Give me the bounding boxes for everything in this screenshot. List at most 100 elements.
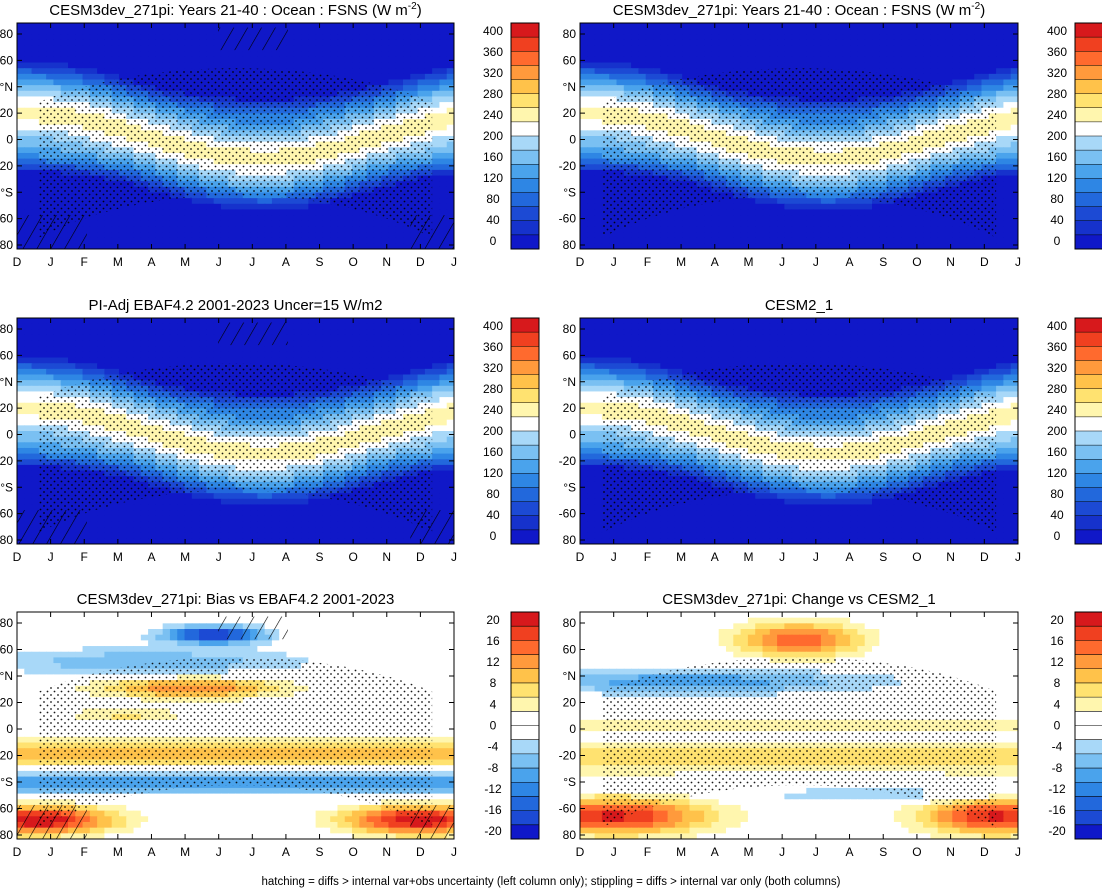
heatmap-cell [381,73,390,81]
heatmap-cell [271,209,280,216]
heatmap-cell [799,45,807,52]
heatmap-cell [1003,79,1012,86]
heatmap-cell [271,215,280,222]
heatmap-cell [893,56,902,64]
heatmap-cell [410,28,419,35]
heatmap-cell [155,243,164,249]
heatmap-cell [740,220,749,227]
heatmap-cell [373,28,382,35]
heatmap-cell [945,215,953,222]
heatmap-cell [24,169,33,177]
heatmap-cell [111,237,120,244]
heatmap-cell [747,23,756,30]
heatmap-cell [601,90,610,98]
heatmap-cell [322,232,331,239]
heatmap-cell [711,232,720,239]
heatmap-cell [279,198,288,205]
heatmap-cell [1003,226,1012,233]
heatmap-cell [587,73,596,81]
heatmap-cell [308,232,317,239]
heatmap-cell [966,68,975,75]
heatmap-cell [791,220,800,227]
heatmap-cell [696,45,705,52]
heatmap-cell [199,62,207,69]
heatmap-cell [118,34,127,41]
heatmap-cell [118,215,127,222]
heatmap-cell [169,203,178,211]
heatmap-cell [373,56,382,64]
heatmap-cell [996,198,1004,205]
heatmap-cell [126,220,135,227]
heatmap-cell [674,34,683,41]
heatmap-cell [352,220,360,227]
heatmap-cell [337,232,346,239]
heatmap-cell [747,203,756,211]
heatmap-cell [395,45,404,52]
heatmap-cell [140,237,149,244]
heatmap-cell [38,79,47,86]
heatmap-cell [580,34,588,41]
heatmap-cell [580,119,588,126]
colorbar-label: 240 [483,108,503,122]
heatmap-cell [373,79,382,86]
heatmap-cell [184,198,193,205]
heatmap-cell [366,45,375,52]
heatmap-cell [293,62,302,69]
heatmap-cell [308,34,317,41]
heatmap-cell [791,232,800,239]
heatmap-cell [155,23,164,30]
heatmap-cell [111,68,120,75]
heatmap-cell [97,215,105,222]
heatmap-cell [439,198,448,205]
heatmap-cell [974,90,983,98]
heatmap-cell [17,23,25,30]
heatmap-cell [901,34,910,41]
heatmap-cell [330,243,339,249]
heatmap-cell [403,85,411,92]
heatmap-cell [388,243,397,249]
heatmap-cell [704,232,712,239]
x-tick-label: J [451,255,457,269]
heatmap-cell [988,73,997,81]
heatmap-cell [330,232,339,239]
heatmap-cell [169,209,178,216]
heatmap-cell [799,192,807,199]
heatmap-cell [17,51,25,58]
heatmap-cell [67,39,76,47]
heatmap-cell [966,243,975,249]
heatmap-cell [148,51,156,58]
heatmap-cell [177,220,186,227]
heatmap-cell [769,23,778,30]
heatmap-cell [660,73,669,81]
heatmap-cell [799,198,807,205]
heatmap-cell [155,232,164,239]
heatmap-cell [162,45,171,52]
heatmap-cell [38,68,47,75]
heatmap-cell [359,220,368,227]
heatmap-cell [601,85,610,92]
heatmap-cell [330,39,339,47]
heatmap-cell [580,164,588,171]
heatmap-cell [395,28,404,35]
heatmap-cell [133,56,142,64]
heatmap-cell [959,237,968,244]
heatmap-cell [711,23,720,30]
heatmap-cell [184,51,193,58]
heatmap-cell [446,181,454,188]
heatmap-cell [959,226,968,233]
heatmap-cell [616,73,625,81]
heatmap-cell [842,56,851,64]
heatmap-cell [587,113,596,120]
heatmap-cell [359,51,368,58]
heatmap-cell [242,232,251,239]
heatmap-cell [24,34,33,41]
heatmap-cell [988,237,997,244]
heatmap-cell [682,51,691,58]
heatmap-cell [1003,203,1012,211]
heatmap-cell [820,220,829,227]
heatmap-cell [148,220,156,227]
heatmap-cell [446,186,454,194]
heatmap-cell [308,56,317,64]
heatmap-cell [704,28,712,35]
heatmap-cell [769,56,778,64]
